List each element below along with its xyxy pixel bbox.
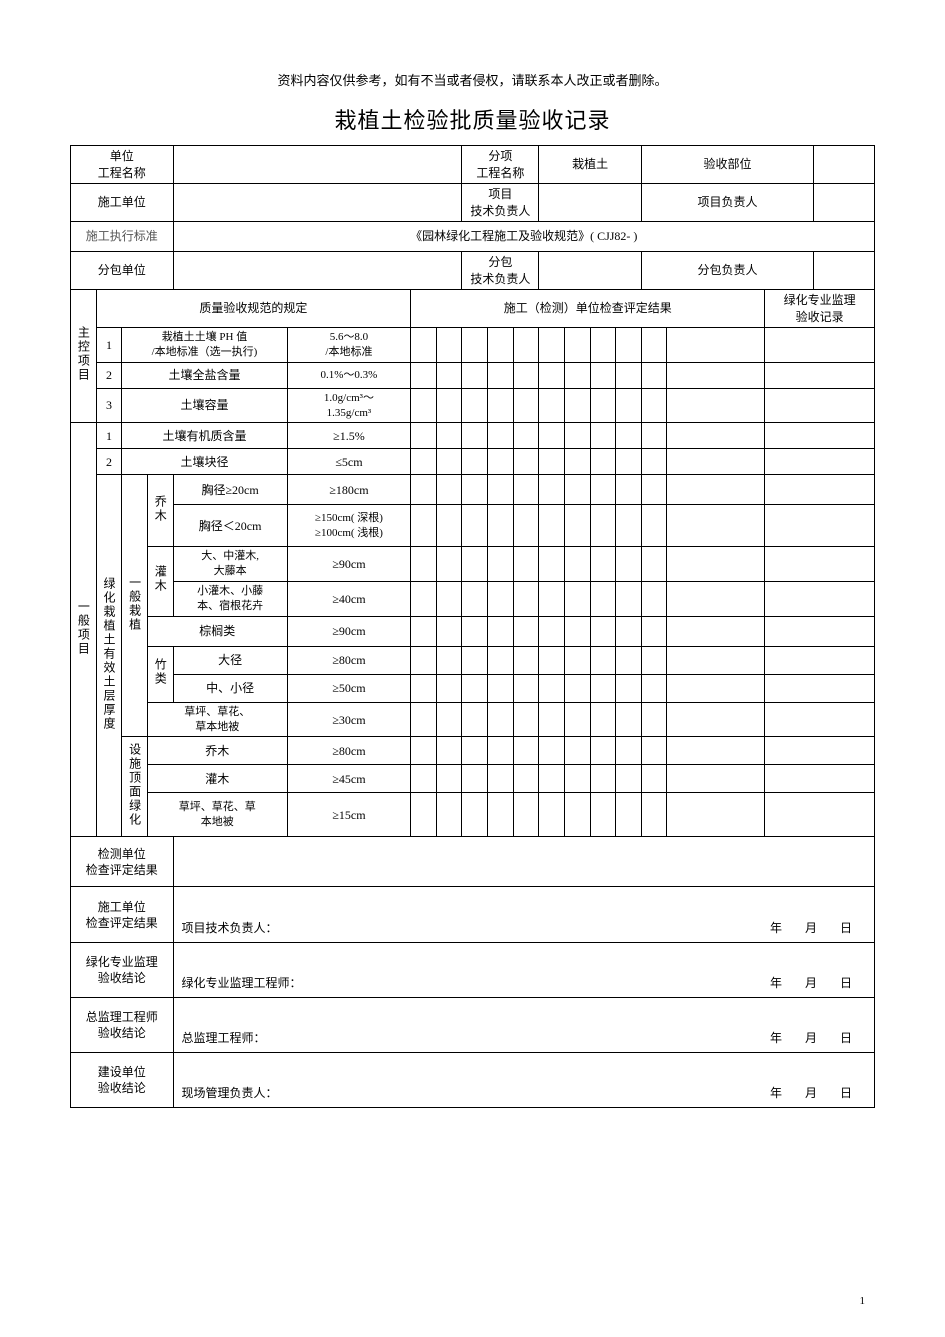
main-table: 单位 工程名称 分项 工程名称 栽植土 验收部位 施工单位 项目 技术负责人 项… bbox=[70, 145, 875, 1108]
b3-name: 草坪、草花、草 本地被 bbox=[147, 793, 287, 837]
m2-spec: 0.1%～0.3% bbox=[287, 362, 411, 388]
sig-contractor-role: 项目技术负责人： bbox=[182, 920, 278, 936]
sig-supervision-role: 绿化专业监理工程师： bbox=[182, 975, 302, 991]
proj-lead-label: 项目负责人 bbox=[641, 184, 813, 222]
sig-owner-role: 现场管理负责人： bbox=[182, 1085, 278, 1101]
test-unit-label: 检测单位 检查评定结果 bbox=[71, 837, 174, 887]
g2-spec: ≤5cm bbox=[287, 449, 411, 475]
sub-b-label: 设施顶面绿化 bbox=[122, 737, 148, 837]
subk-lead-label: 分包负责人 bbox=[641, 252, 813, 290]
accept-part-value bbox=[814, 146, 875, 184]
a1-spec: ≥180cm bbox=[287, 475, 411, 505]
contractor-result-cell: 项目技术负责人： 年 月 日 bbox=[173, 887, 874, 943]
sig-chief-date: 年 月 日 bbox=[770, 1030, 862, 1046]
m1-name: 栽植土土壤 PH 值 /本地标准（选一执行) bbox=[122, 328, 287, 363]
a8-name: 草坪、草花、 草本地被 bbox=[147, 702, 287, 737]
g2-name: 土壤块径 bbox=[122, 449, 287, 475]
g1-spec: ≥1.5% bbox=[287, 423, 411, 449]
supervision-cell: 绿化专业监理工程师： 年 月 日 bbox=[173, 943, 874, 998]
unit-proj-label: 单位 工程名称 bbox=[71, 146, 174, 184]
exec-std-label: 施工执行标准 bbox=[71, 222, 174, 252]
subk-lead-value bbox=[814, 252, 875, 290]
b2-spec: ≥45cm bbox=[287, 765, 411, 793]
b3-spec: ≥15cm bbox=[287, 793, 411, 837]
m3-name: 土壤容量 bbox=[122, 388, 287, 423]
a2-spec: ≥150cm( 深根) ≥100cm( 浅根) bbox=[287, 505, 411, 547]
m1-record bbox=[765, 328, 875, 363]
supervision-label: 绿化专业监理 验收结论 bbox=[71, 943, 174, 998]
a5-spec: ≥90cm bbox=[287, 616, 411, 646]
m2-name: 土壤全盐含量 bbox=[122, 362, 287, 388]
proj-tech-lead-value bbox=[539, 184, 642, 222]
a7-name: 中、小径 bbox=[173, 674, 287, 702]
a7-spec: ≥50cm bbox=[287, 674, 411, 702]
contractor-label: 施工单位 bbox=[71, 184, 174, 222]
a3-spec: ≥90cm bbox=[287, 547, 411, 582]
a5-name: 棕榈类 bbox=[147, 616, 287, 646]
zhu-label: 竹类 bbox=[147, 646, 173, 702]
exec-std-value: 《园林绿化工程施工及验收规范》( CJJ82- ) bbox=[173, 222, 874, 252]
a1-name: 胸径≥20cm bbox=[173, 475, 287, 505]
m2-no: 2 bbox=[96, 362, 122, 388]
sig-chief-role: 总监理工程师： bbox=[182, 1030, 266, 1046]
accept-part-label: 验收部位 bbox=[641, 146, 813, 184]
sig-contractor-date: 年 月 日 bbox=[770, 920, 862, 936]
chief-label: 总监理工程师 验收结论 bbox=[71, 998, 174, 1053]
page-number: 1 bbox=[860, 1295, 866, 1307]
owner-label: 建设单位 验收结论 bbox=[71, 1053, 174, 1108]
contractor-value bbox=[173, 184, 462, 222]
sig-owner-date: 年 月 日 bbox=[770, 1085, 862, 1101]
m3-no: 3 bbox=[96, 388, 122, 423]
subk-label: 分包单位 bbox=[71, 252, 174, 290]
test-unit-result bbox=[173, 837, 874, 887]
b1-name: 乔木 bbox=[147, 737, 287, 765]
g1-no: 1 bbox=[96, 423, 122, 449]
m3-spec: 1.0g/cm³～ 1.35g/cm³ bbox=[287, 388, 411, 423]
group3-label: 绿化栽植土有效土层厚度 bbox=[96, 475, 122, 837]
qiao-label: 乔木 bbox=[147, 475, 173, 547]
a6-spec: ≥80cm bbox=[287, 646, 411, 674]
m1-no: 1 bbox=[96, 328, 122, 363]
a8-spec: ≥30cm bbox=[287, 702, 411, 737]
sub-proj-label: 分项 工程名称 bbox=[462, 146, 539, 184]
g2-no: 2 bbox=[96, 449, 122, 475]
chief-cell: 总监理工程师： 年 月 日 bbox=[173, 998, 874, 1053]
proj-tech-lead-label: 项目 技术负责人 bbox=[462, 184, 539, 222]
master-section-label: 主控项目 bbox=[71, 290, 97, 423]
record-header: 绿化专业监理 验收记录 bbox=[765, 290, 875, 328]
proj-lead-value bbox=[814, 184, 875, 222]
result-header: 施工（检测）单位检查评定结果 bbox=[411, 290, 765, 328]
sig-supervision-date: 年 月 日 bbox=[770, 975, 862, 991]
unit-proj-value bbox=[173, 146, 462, 184]
page-title: 栽植土检验批质量验收记录 bbox=[70, 103, 875, 135]
a3-name: 大、中灌木, 大藤本 bbox=[173, 547, 287, 582]
a4-name: 小灌木、小藤 本、宿根花卉 bbox=[173, 582, 287, 617]
guan-label: 灌木 bbox=[147, 547, 173, 616]
g1-name: 土壤有机质含量 bbox=[122, 423, 287, 449]
a4-spec: ≥40cm bbox=[287, 582, 411, 617]
subk-tech-lead-label: 分包 技术负责人 bbox=[462, 252, 539, 290]
a6-name: 大径 bbox=[173, 646, 287, 674]
b2-name: 灌木 bbox=[147, 765, 287, 793]
b1-spec: ≥80cm bbox=[287, 737, 411, 765]
subk-value bbox=[173, 252, 462, 290]
sub-a-label: 一般栽植 bbox=[122, 475, 148, 737]
general-section-label: 一般项目 bbox=[71, 423, 97, 837]
contractor-result-label: 施工单位 检查评定结果 bbox=[71, 887, 174, 943]
owner-cell: 现场管理负责人： 年 月 日 bbox=[173, 1053, 874, 1108]
m1-spec: 5.6～8.0 /本地标准 bbox=[287, 328, 411, 363]
disclaimer-text: 资料内容仅供参考，如有不当或者侵权，请联系本人改正或者删除。 bbox=[70, 70, 875, 89]
subk-tech-lead-value bbox=[539, 252, 642, 290]
a2-name: 胸径＜20cm bbox=[173, 505, 287, 547]
spec-header: 质量验收规范的规定 bbox=[96, 290, 411, 328]
sub-proj-value: 栽植土 bbox=[539, 146, 642, 184]
m1-result bbox=[667, 328, 765, 363]
